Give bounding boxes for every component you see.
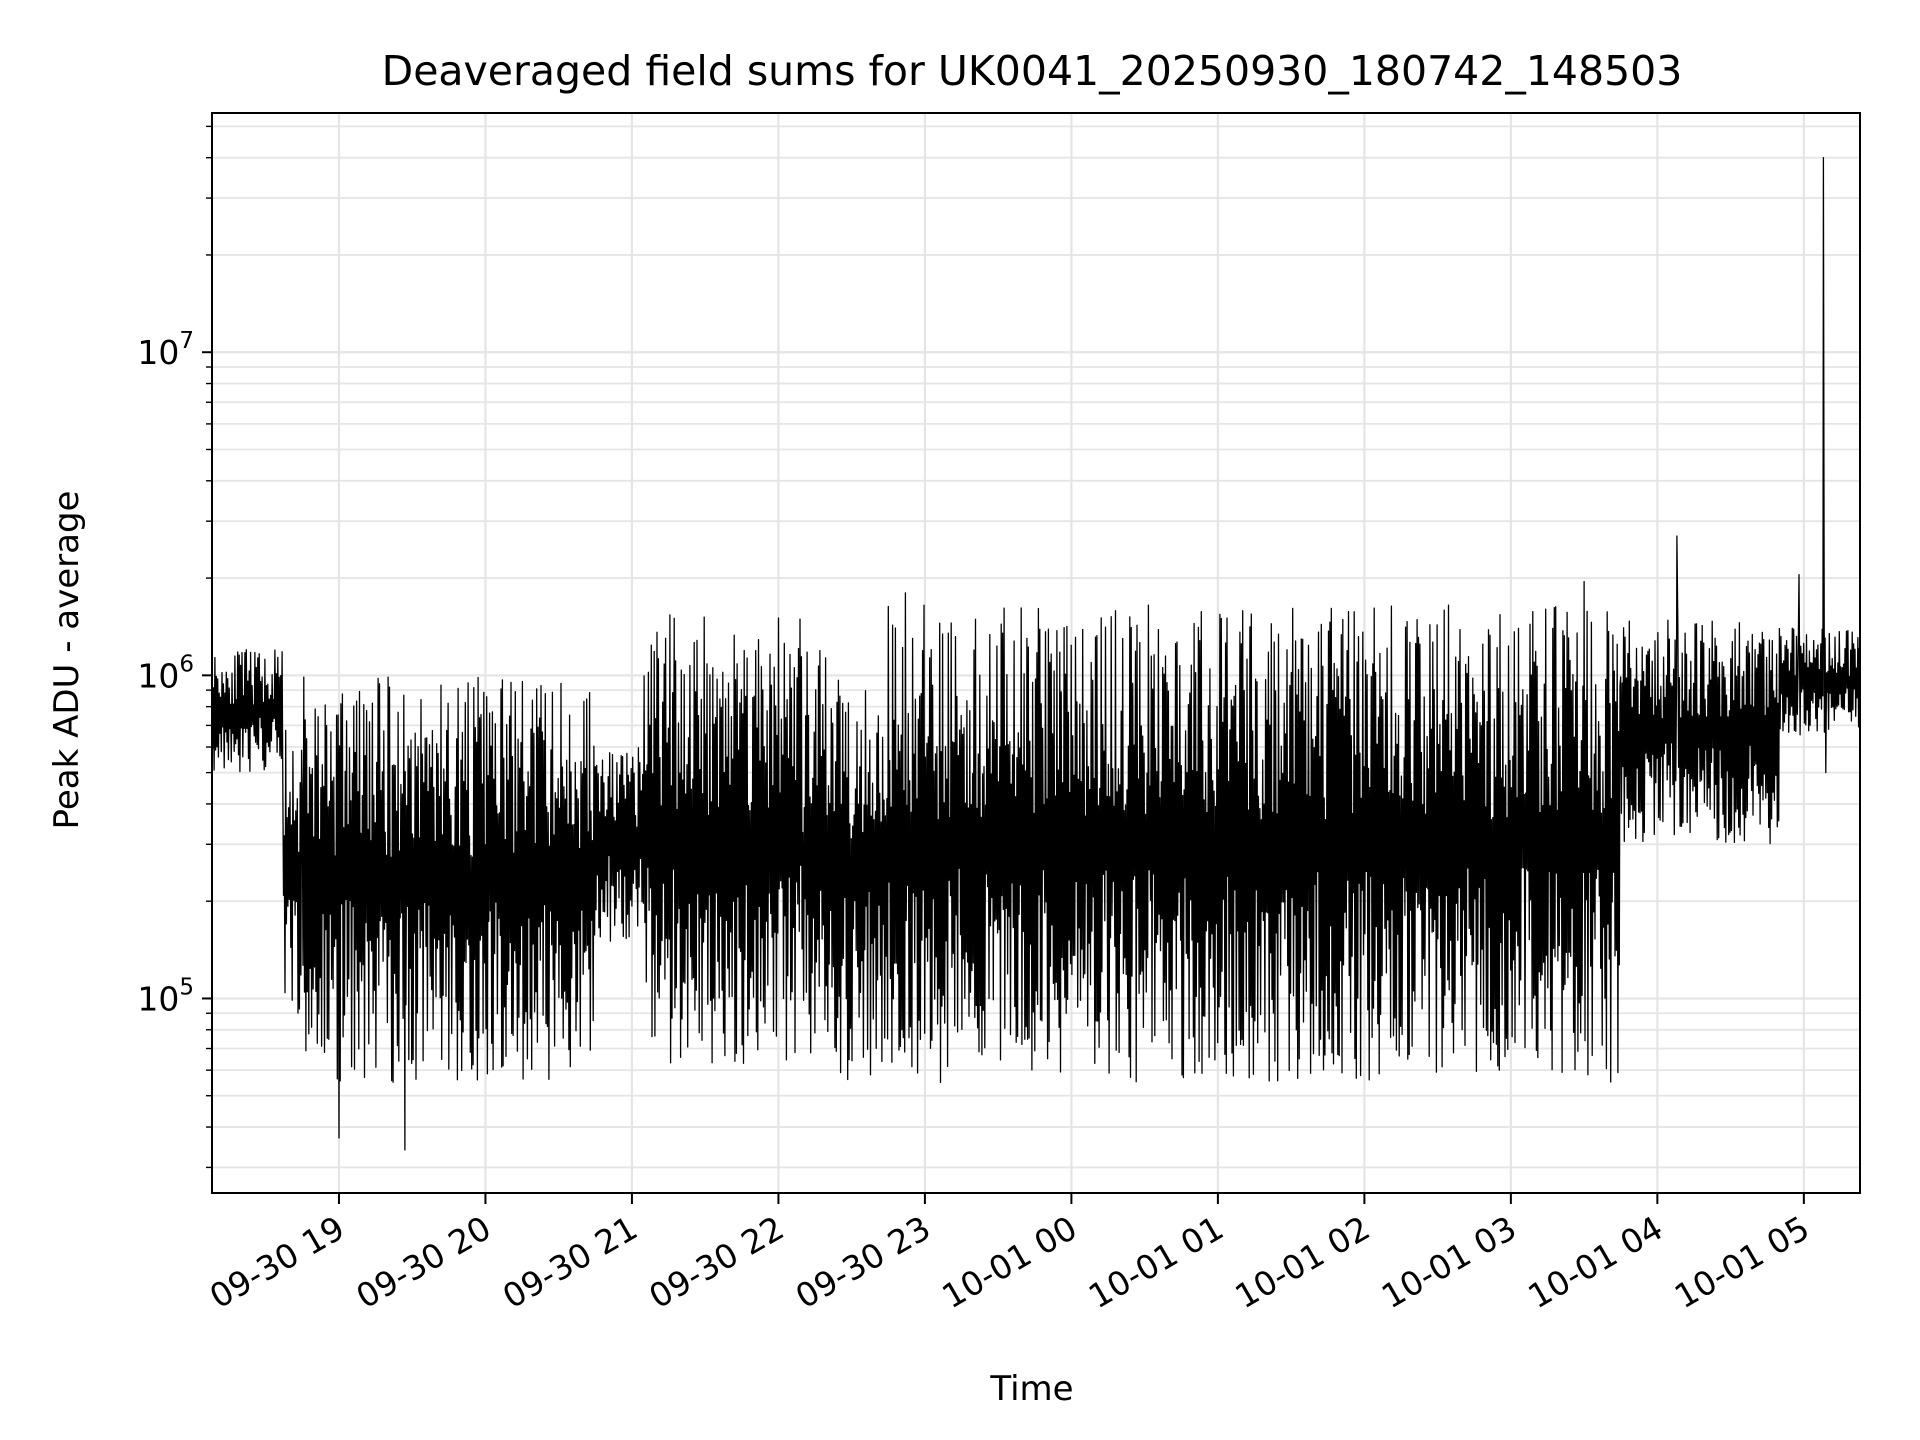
x-tick-label: 09-30 20 — [349, 1208, 497, 1316]
x-tick-label: 10-01 00 — [935, 1208, 1083, 1316]
y-tick-label: 107 — [137, 328, 194, 372]
x-tick-label: 09-30 23 — [789, 1208, 937, 1316]
x-axis-label: Time — [989, 1369, 1073, 1409]
x-tick-label: 09-30 19 — [203, 1208, 351, 1316]
x-tick-label: 10-01 04 — [1521, 1208, 1669, 1316]
x-tick-label: 10-01 01 — [1082, 1208, 1230, 1316]
x-tick-label: 09-30 22 — [642, 1208, 790, 1316]
plot-frame — [211, 112, 1861, 1194]
y-tick-label: 106 — [137, 651, 194, 695]
x-tick-label: 10-01 02 — [1228, 1208, 1376, 1316]
x-tick-label: 10-01 03 — [1375, 1208, 1523, 1316]
chart-title: Deaveraged field sums for UK0041_2025093… — [382, 47, 1683, 95]
x-tick-label: 10-01 05 — [1668, 1208, 1816, 1316]
y-axis-label: Peak ADU - average — [47, 491, 87, 830]
x-tick-label: 09-30 21 — [496, 1208, 644, 1316]
y-tick-label: 105 — [137, 974, 194, 1018]
series-layer — [211, 157, 1860, 1151]
series-line — [211, 157, 1860, 1151]
